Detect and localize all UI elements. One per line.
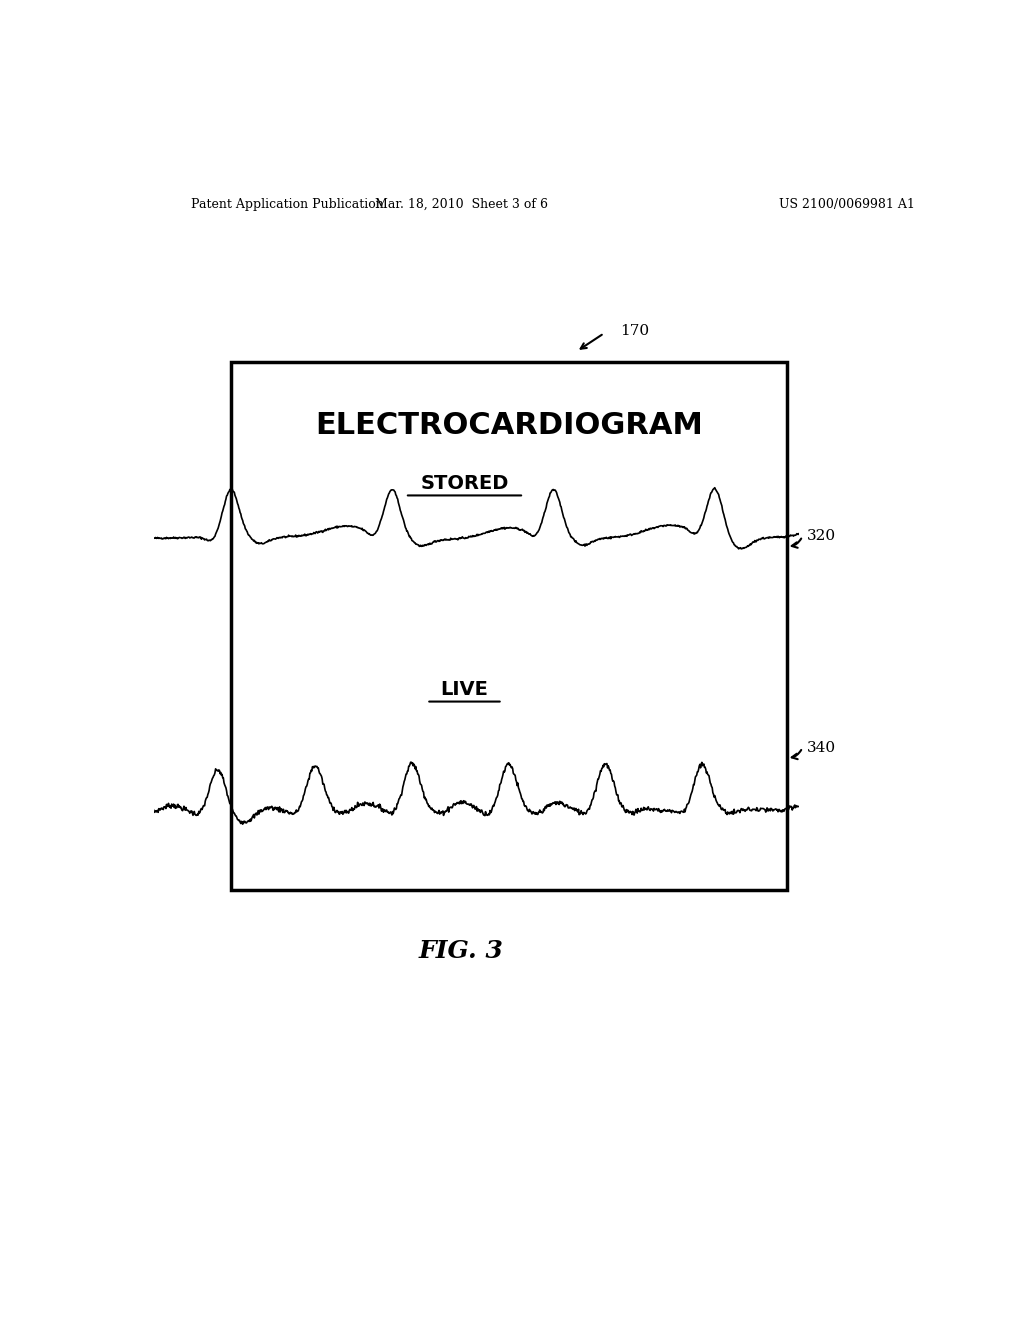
Text: ELECTROCARDIOGRAM: ELECTROCARDIOGRAM [315,411,702,440]
FancyBboxPatch shape [231,362,786,890]
Text: FIG. 3: FIG. 3 [419,940,504,964]
Text: 320: 320 [807,529,836,543]
Text: LIVE: LIVE [440,680,488,698]
Text: 340: 340 [807,741,836,755]
Text: Patent Application Publication: Patent Application Publication [191,198,384,211]
Text: Mar. 18, 2010  Sheet 3 of 6: Mar. 18, 2010 Sheet 3 of 6 [375,198,548,211]
Text: STORED: STORED [420,474,509,492]
Text: 170: 170 [620,325,649,338]
Text: US 2100/0069981 A1: US 2100/0069981 A1 [778,198,914,211]
